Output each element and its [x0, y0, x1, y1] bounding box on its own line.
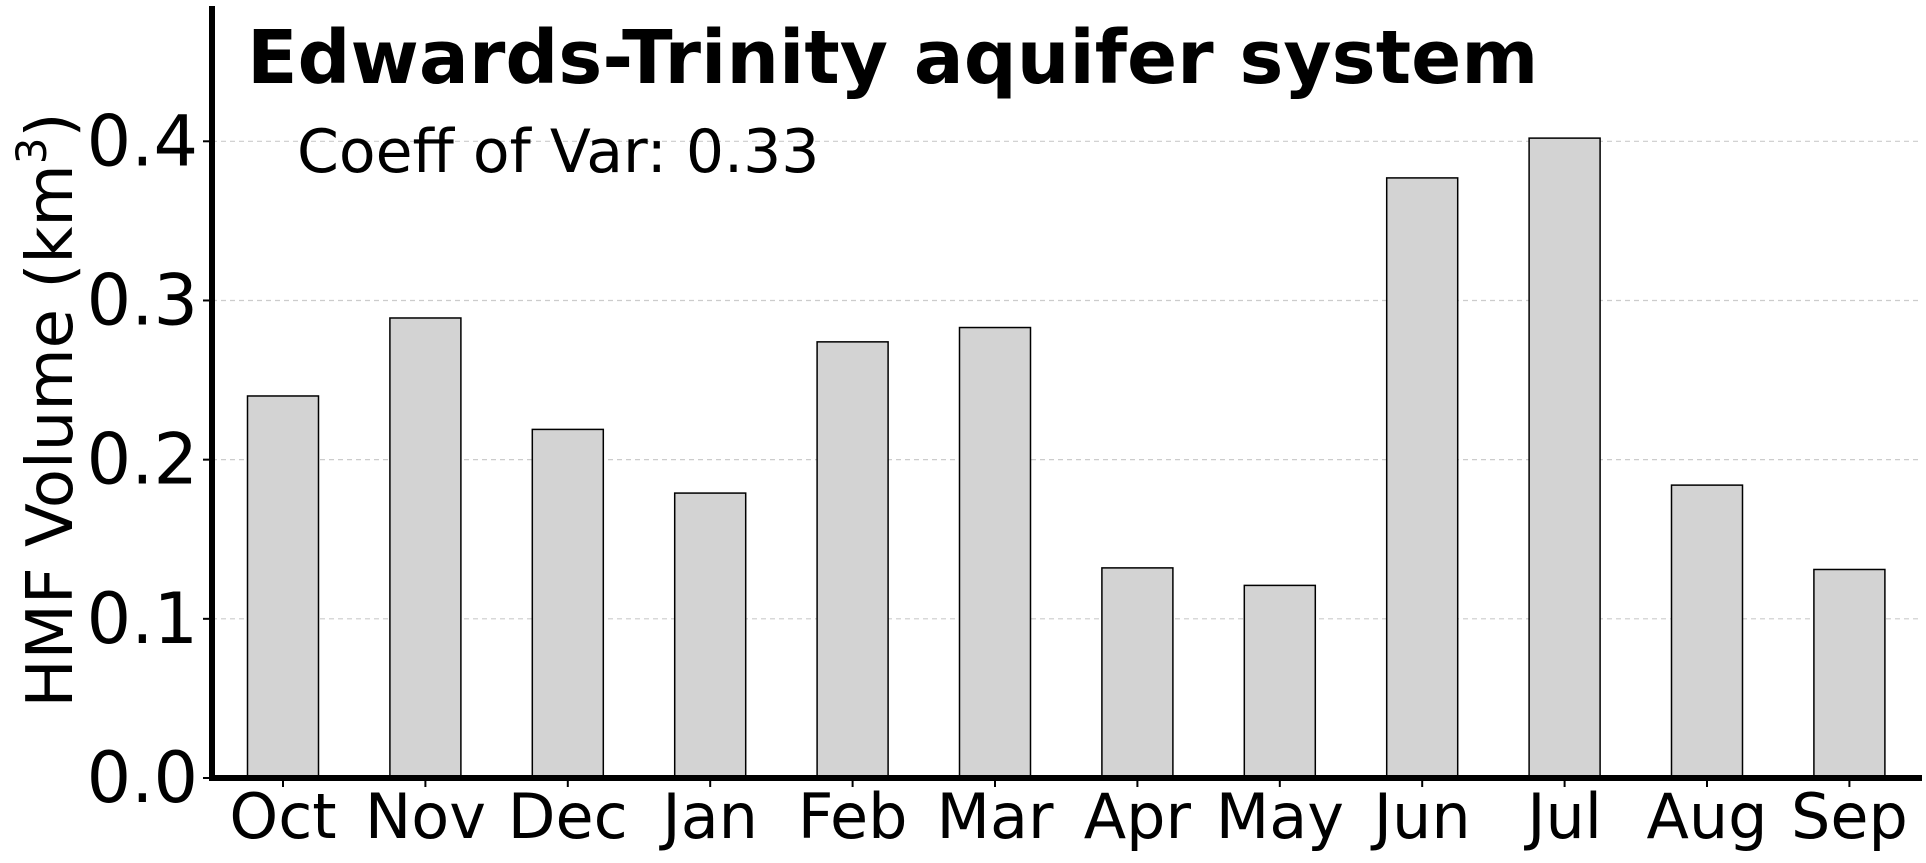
x-tick-label: Jun: [1370, 780, 1471, 853]
y-tick-labels: 0.0 0.1 0.2 0.3 0.4: [87, 100, 212, 819]
chart-title: Edwards-Trinity aquifer system: [247, 15, 1538, 101]
y-tick-label: 0.1: [87, 578, 198, 660]
axes: [209, 6, 1922, 781]
x-tick-label: Sep: [1791, 780, 1908, 853]
bar-feb: [816, 341, 889, 779]
y-tick-label: 0.4: [87, 100, 198, 182]
y-axis-label-close: ): [14, 113, 88, 138]
bar-sep: [1813, 568, 1886, 779]
bar-may: [1243, 584, 1317, 779]
bar-mar: [958, 326, 1032, 779]
bar-oct: [246, 395, 320, 779]
bar-dec: [531, 428, 605, 779]
bars: [246, 137, 1886, 779]
bar-jan: [673, 492, 747, 779]
y-axis-label-sup: 3: [7, 137, 56, 164]
bar-aug: [1670, 484, 1744, 779]
x-tick-label: Feb: [798, 780, 908, 853]
coeff-of-var-annotation: Coeff of Var: 0.33: [297, 117, 819, 187]
x-tick-label: Oct: [229, 780, 336, 853]
x-tick-label: Apr: [1084, 780, 1192, 853]
bar-apr: [1101, 567, 1174, 779]
y-axis-label-main: HMF Volume (km: [14, 164, 88, 707]
x-tick-label: Nov: [365, 780, 486, 853]
y-tick-label: 0.3: [87, 259, 198, 341]
x-tick-label: Aug: [1646, 780, 1767, 853]
grid-lines: [212, 140, 1922, 620]
x-tick-label: Dec: [508, 780, 628, 853]
y-axis-label: HMF Volume (km3): [7, 113, 88, 708]
bar-jul: [1528, 137, 1601, 779]
x-tick-label: Jan: [658, 780, 758, 853]
bar-nov: [389, 317, 462, 779]
bar-jun: [1385, 177, 1459, 779]
x-tick-label: Jul: [1523, 780, 1602, 853]
y-tick-label: 0.0: [87, 737, 198, 819]
x-tick-label: Mar: [937, 780, 1054, 853]
y-tick-label: 0.2: [87, 419, 198, 501]
x-tick-label: May: [1216, 780, 1344, 853]
x-tick-labels: Oct Nov Dec Jan Feb Mar Apr May Jun Jul Aug Sep: [229, 778, 1908, 853]
